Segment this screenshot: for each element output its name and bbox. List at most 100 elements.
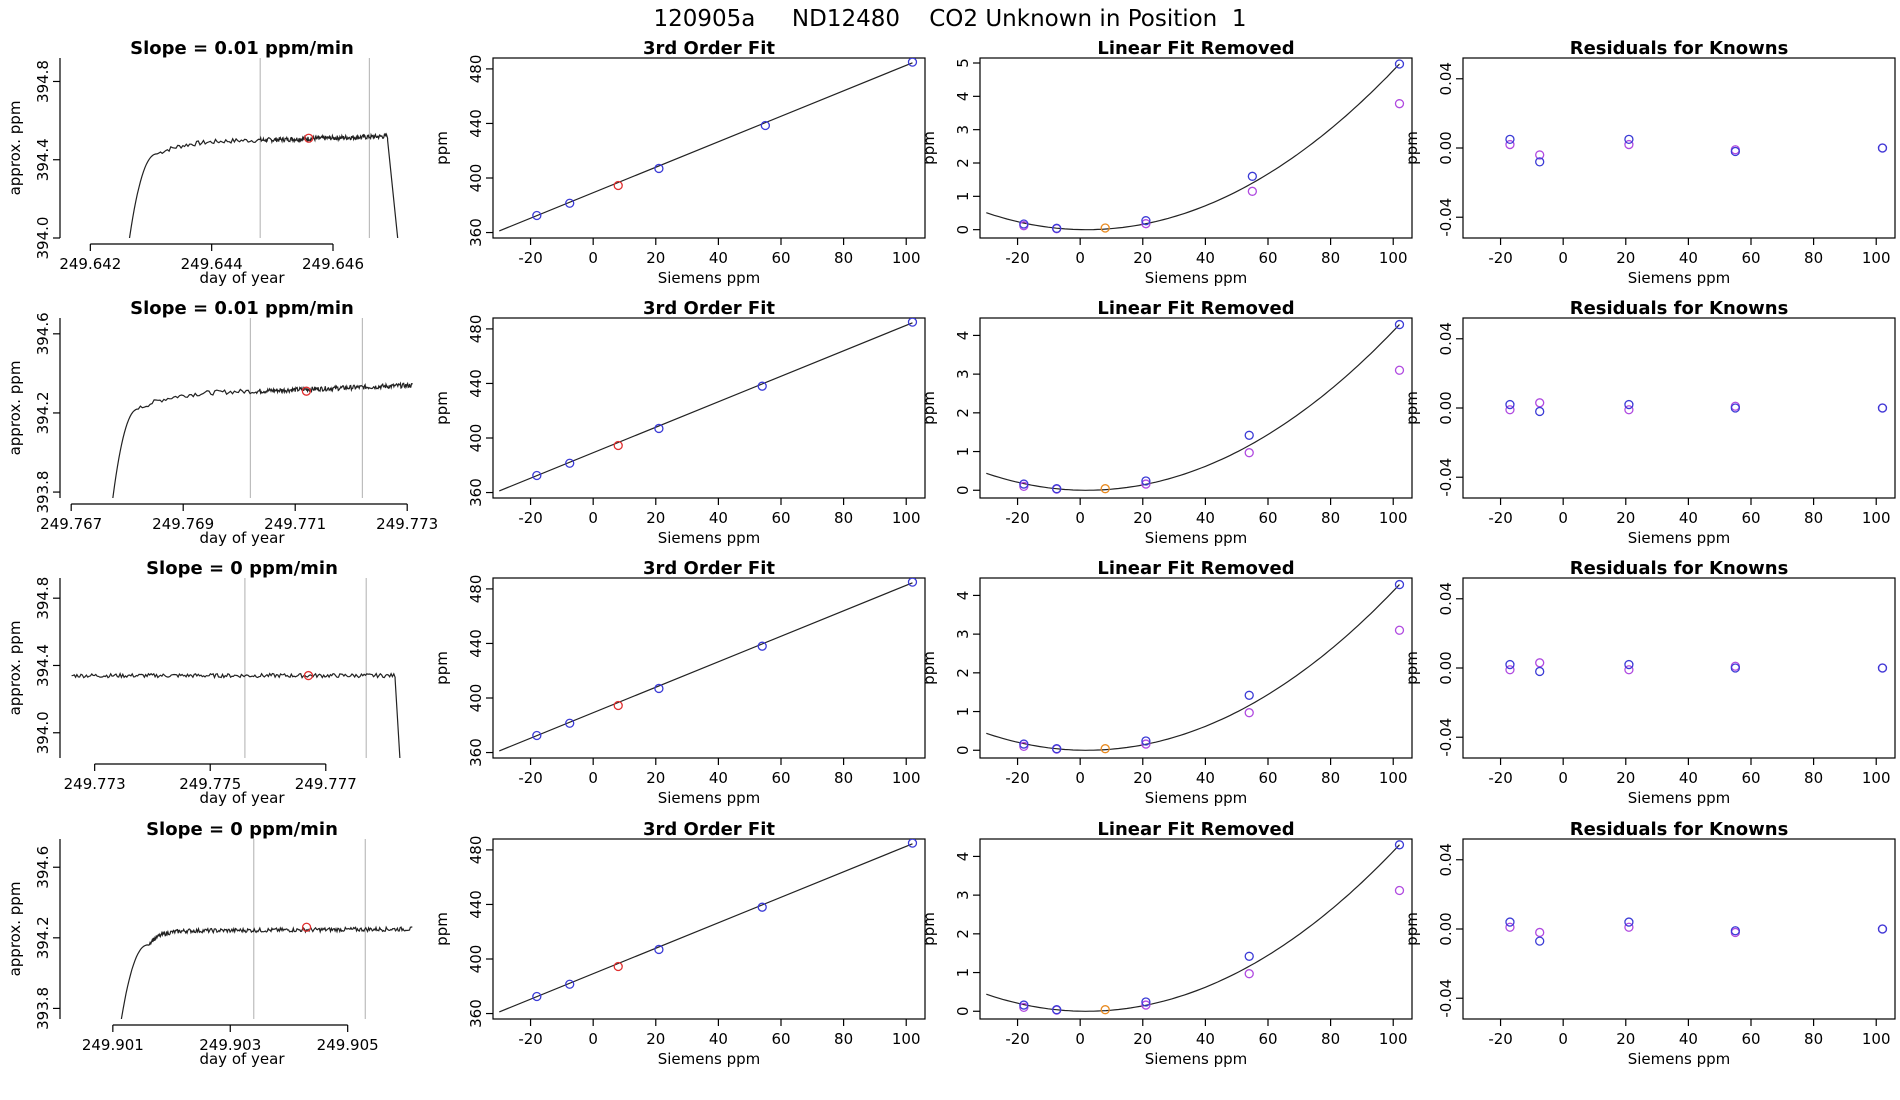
x-axis-label: Siemens ppm [658, 789, 761, 807]
residual-point [1877, 143, 1888, 153]
y-tick-label: 440 [467, 369, 485, 398]
known-point-alt [1244, 708, 1254, 718]
residual-point [1505, 399, 1515, 410]
x-tick-label: 80 [834, 509, 853, 527]
y-tick-label: 0.00 [1437, 912, 1455, 945]
x-axis-label: Siemens ppm [1145, 269, 1248, 287]
fit-line [499, 843, 913, 1013]
x-tick-label: 249.777 [295, 775, 357, 793]
y-tick-label: 360 [467, 218, 485, 247]
x-tick-label: 60 [1741, 769, 1760, 787]
panel-r1-timeseries: Slope = 0.01 ppm/min 249.642 249.644 249.64… [6, 38, 399, 287]
x-tick-label: 100 [892, 1030, 921, 1048]
panel-r1-linear_removed: Linear Fit Removed-20 0 20 40 60 80 100Siemens… [920, 38, 1413, 287]
known-point [654, 944, 664, 955]
known-point [1019, 739, 1029, 749]
known-point-alt [1394, 99, 1405, 109]
x-tick-label: 0 [588, 509, 598, 527]
x-tick-label: 0 [588, 249, 598, 267]
y-axis-label: approx. ppm [6, 621, 24, 716]
x-tick-label: 80 [1321, 249, 1340, 267]
x-tick-label: 0 [588, 769, 598, 787]
y-tick-label: 400 [467, 684, 485, 713]
plot-area [128, 58, 399, 238]
x-tick-label: 0 [1558, 1030, 1568, 1048]
residual-point-alt [1535, 398, 1545, 408]
known-point-alt [1141, 739, 1151, 749]
x-tick-label: 249.773 [64, 775, 126, 793]
x-tick-label: 60 [771, 249, 790, 267]
x-tick-label: 60 [771, 509, 790, 527]
plot-area [986, 840, 1405, 1015]
x-tick-label: 80 [1321, 1030, 1340, 1048]
residual-point-alt [1624, 665, 1634, 675]
y-tick-label: 3 [954, 890, 972, 900]
known-point-alt [1394, 365, 1405, 375]
x-tick-label: 60 [1258, 509, 1277, 527]
x-tick-label: 40 [709, 249, 728, 267]
plot-frame [979, 838, 1413, 1020]
panel-title: Residuals for Knowns [1570, 298, 1789, 319]
x-tick-label: 20 [1133, 509, 1152, 527]
x-tick-label: 100 [1379, 509, 1408, 527]
residual-point [1505, 659, 1515, 670]
x-tick-label: 40 [1679, 509, 1698, 527]
residual-point [1730, 663, 1740, 673]
x-tick-label: 80 [834, 249, 853, 267]
fit-line [499, 62, 913, 232]
x-tick-label: 60 [1741, 1030, 1760, 1048]
known-point [1244, 951, 1254, 961]
known-point [757, 902, 767, 912]
unknown-mean-marker [301, 386, 312, 396]
x-tick-label: -20 [518, 769, 543, 787]
plot-area [71, 578, 401, 758]
panel-title: Residuals for Knowns [1570, 558, 1789, 579]
known-point [654, 423, 664, 434]
residual-curve [986, 844, 1400, 1012]
x-axis-label: Siemens ppm [1145, 789, 1248, 807]
unknown-point [1100, 484, 1110, 494]
panel-r3-residuals: Residuals for Knowns -20 0 20 40 60 80 100 Sieme… [1403, 558, 1896, 807]
known-point [1244, 690, 1254, 700]
known-point [532, 470, 542, 481]
x-tick-label: 249.767 [40, 515, 102, 533]
known-point-alt [1394, 885, 1405, 896]
x-tick-label: 249.775 [179, 775, 241, 793]
x-tick-label: -20 [1005, 769, 1030, 787]
residual-point [1535, 157, 1545, 167]
known-point [1052, 1005, 1062, 1015]
known-point-alt [1244, 448, 1254, 458]
x-tick-label: 100 [892, 249, 921, 267]
y-tick-label: 480 [467, 55, 485, 84]
x-tick-label: 249.642 [59, 255, 121, 273]
y-tick-label: -0.04 [1437, 718, 1455, 757]
known-point [1394, 840, 1405, 850]
y-axis-label: approx. ppm [6, 101, 24, 196]
y-tick-label: 393.8 [34, 471, 52, 514]
known-point-alt [1394, 625, 1405, 635]
x-tick-label: 40 [709, 769, 728, 787]
known-point [532, 991, 542, 1002]
plot-frame [979, 57, 1413, 239]
x-tick-label: 100 [1862, 1030, 1891, 1048]
x-tick-label: 100 [892, 769, 921, 787]
x-tick-label: 100 [1379, 249, 1408, 267]
x-tick-label: 0 [1558, 249, 1568, 267]
x-tick-label: 60 [1741, 509, 1760, 527]
x-tick-label: 40 [1679, 769, 1698, 787]
y-tick-label: -0.04 [1437, 198, 1455, 237]
x-tick-label: 40 [709, 1030, 728, 1048]
y-tick-label: 3 [954, 125, 972, 135]
residual-point [1505, 134, 1515, 144]
plot-frame [492, 577, 926, 759]
unknown-point [613, 961, 623, 972]
known-point [654, 163, 664, 174]
residual-point [1730, 403, 1740, 413]
x-tick-label: 100 [1379, 1030, 1408, 1048]
y-tick-label: 394.6 [34, 846, 52, 889]
y-tick-label: 0.00 [1437, 131, 1455, 164]
panel-r4-fit: 3rd Order Fit -20 0 20 40 60 80 100 Siemens ppm 3… [433, 819, 926, 1068]
known-point [757, 641, 767, 651]
panel-r3-timeseries: Slope = 0 ppm/min 249.773 249.775 249.777 da… [6, 558, 401, 807]
fit-line [499, 322, 913, 492]
